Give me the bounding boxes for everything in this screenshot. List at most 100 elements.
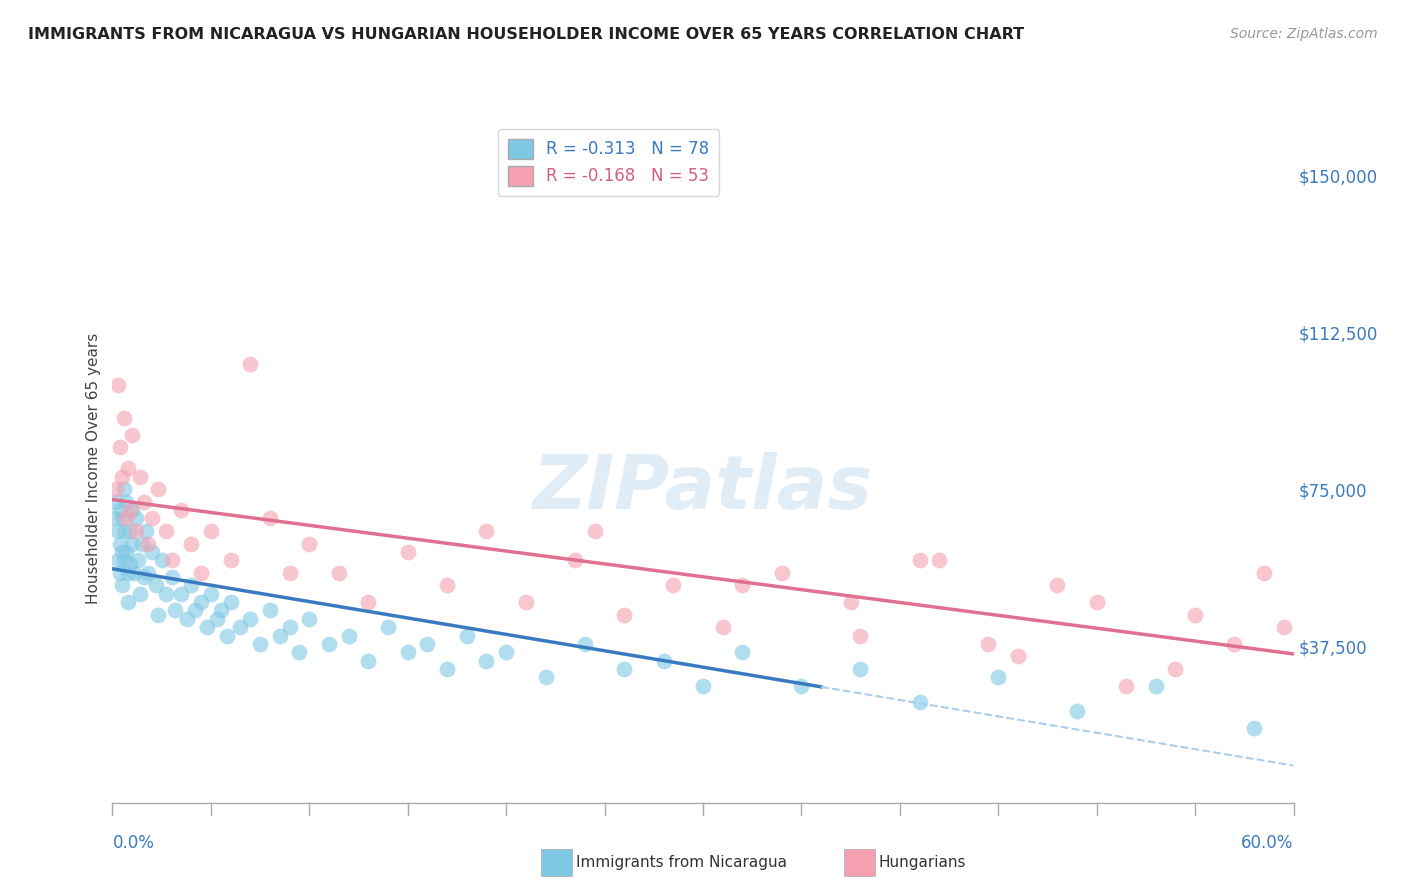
Point <box>141 511 163 525</box>
Point <box>259 511 281 525</box>
Point <box>200 524 222 538</box>
Point <box>1223 637 1246 651</box>
Point <box>337 628 360 642</box>
Point <box>987 670 1010 684</box>
Point <box>112 482 135 496</box>
Point <box>908 553 931 567</box>
Text: ZIPatlas: ZIPatlas <box>533 452 873 524</box>
Point <box>357 595 380 609</box>
Point <box>120 503 142 517</box>
Point <box>1115 679 1137 693</box>
Point <box>190 595 212 609</box>
Point <box>180 578 202 592</box>
Point <box>165 603 187 617</box>
Point <box>396 545 419 559</box>
Point <box>170 587 193 601</box>
Point <box>436 662 458 676</box>
Point <box>135 524 157 538</box>
Point <box>125 524 148 538</box>
Point <box>209 603 232 617</box>
Point <box>131 536 153 550</box>
Point <box>112 524 135 538</box>
Point <box>456 628 478 642</box>
Text: Hungarians: Hungarians <box>879 855 966 870</box>
Point <box>160 553 183 567</box>
Point <box>1253 566 1275 580</box>
Point <box>121 503 143 517</box>
Point <box>249 637 271 651</box>
Point <box>239 357 262 371</box>
Point <box>613 662 636 676</box>
Point <box>115 494 138 508</box>
Point <box>146 482 169 496</box>
Point <box>416 637 439 651</box>
Point <box>103 511 125 525</box>
Point <box>117 566 139 580</box>
Point <box>662 578 685 592</box>
Point <box>908 696 931 710</box>
Point <box>278 566 301 580</box>
Point <box>583 524 606 538</box>
Point <box>298 536 321 550</box>
Point <box>110 536 132 550</box>
Point <box>117 461 139 475</box>
Point <box>205 612 228 626</box>
Point <box>1272 620 1295 634</box>
Point <box>215 628 238 642</box>
Point <box>110 503 132 517</box>
Y-axis label: Householder Income Over 65 years: Householder Income Over 65 years <box>86 333 101 604</box>
Point <box>318 637 340 651</box>
Point <box>574 637 596 651</box>
Point <box>107 553 129 567</box>
Point <box>1085 595 1108 609</box>
Point <box>219 553 242 567</box>
Point <box>357 654 380 668</box>
Point <box>155 524 177 538</box>
Point <box>121 428 143 442</box>
Point <box>136 536 159 550</box>
Point <box>534 670 557 684</box>
Point <box>288 645 311 659</box>
Point <box>115 511 138 525</box>
Text: Source: ZipAtlas.com: Source: ZipAtlas.com <box>1230 27 1378 41</box>
Point <box>731 645 754 659</box>
Point <box>105 482 128 496</box>
Point <box>613 607 636 622</box>
Point <box>1066 704 1088 718</box>
Point <box>1046 578 1069 592</box>
Point <box>298 612 321 626</box>
Point <box>928 553 950 567</box>
Legend: R = -0.313   N = 78, R = -0.168   N = 53: R = -0.313 N = 78, R = -0.168 N = 53 <box>498 128 720 196</box>
Point <box>132 570 155 584</box>
Point <box>111 578 134 592</box>
Point <box>475 524 498 538</box>
Point <box>731 578 754 592</box>
Point <box>770 566 793 580</box>
Point <box>120 524 142 538</box>
Point <box>160 570 183 584</box>
Point <box>129 469 152 483</box>
Point <box>692 679 714 693</box>
Point <box>129 587 152 601</box>
Point <box>115 545 138 559</box>
Point <box>141 545 163 559</box>
Point <box>184 603 207 617</box>
Text: IMMIGRANTS FROM NICARAGUA VS HUNGARIAN HOUSEHOLDER INCOME OVER 65 YEARS CORRELAT: IMMIGRANTS FROM NICARAGUA VS HUNGARIAN H… <box>28 27 1024 42</box>
Point <box>110 566 132 580</box>
Point <box>711 620 734 634</box>
Point <box>112 553 135 567</box>
Point <box>180 536 202 550</box>
Text: 60.0%: 60.0% <box>1241 834 1294 852</box>
Point <box>107 377 129 392</box>
Point <box>190 566 212 580</box>
Point <box>849 662 872 676</box>
Point <box>1164 662 1187 676</box>
Point <box>269 628 291 642</box>
Point <box>396 645 419 659</box>
Point <box>111 511 134 525</box>
Point <box>475 654 498 668</box>
Point <box>122 566 145 580</box>
Point <box>239 612 262 626</box>
Point <box>145 578 167 592</box>
Point <box>1243 721 1265 735</box>
